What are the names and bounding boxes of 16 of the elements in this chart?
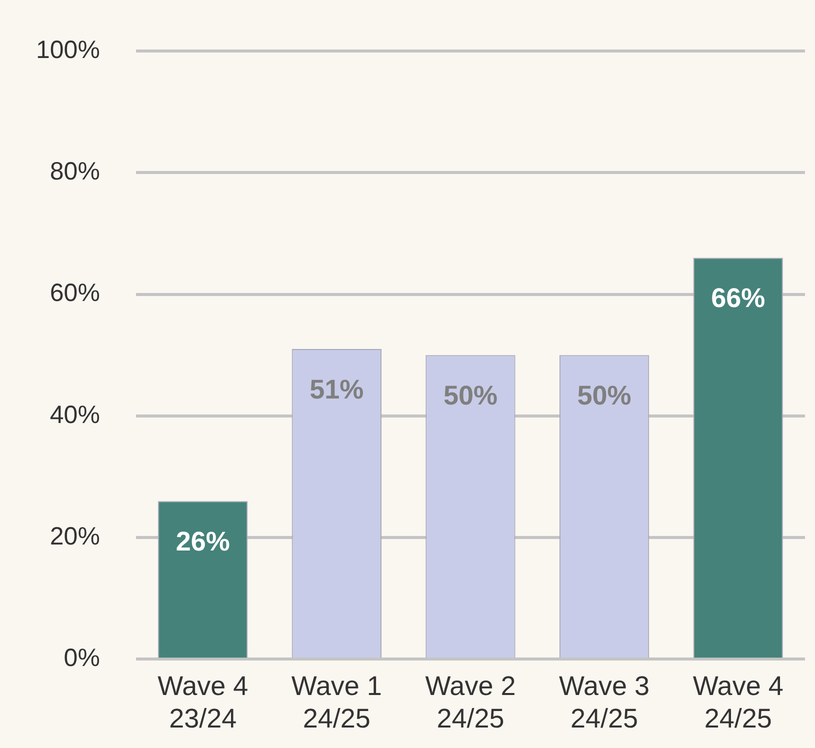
x-tick-label: Wave 4 23/24 [158,670,248,734]
x-tick-label: Wave 3 24/25 [559,670,650,734]
x-tick-label: Wave 1 24/25 [291,670,382,734]
data-label: 26% [176,526,230,557]
x-tick-label: Wave 4 24/25 [692,670,784,734]
y-tick-label: 80% [50,158,100,186]
y-tick-label: 40% [50,400,100,429]
y-tick-label: 100% [36,36,100,64]
data-label: 51% [310,374,364,404]
y-tick-label: 0% [64,644,100,672]
x-tick-label: Wave 2 24/25 [425,670,516,734]
y-tick-label: 20% [50,522,100,550]
y-tick-label: 60% [50,279,100,308]
data-label: 50% [443,380,498,411]
data-label: 66% [711,283,766,314]
data-label: 50% [577,380,632,411]
